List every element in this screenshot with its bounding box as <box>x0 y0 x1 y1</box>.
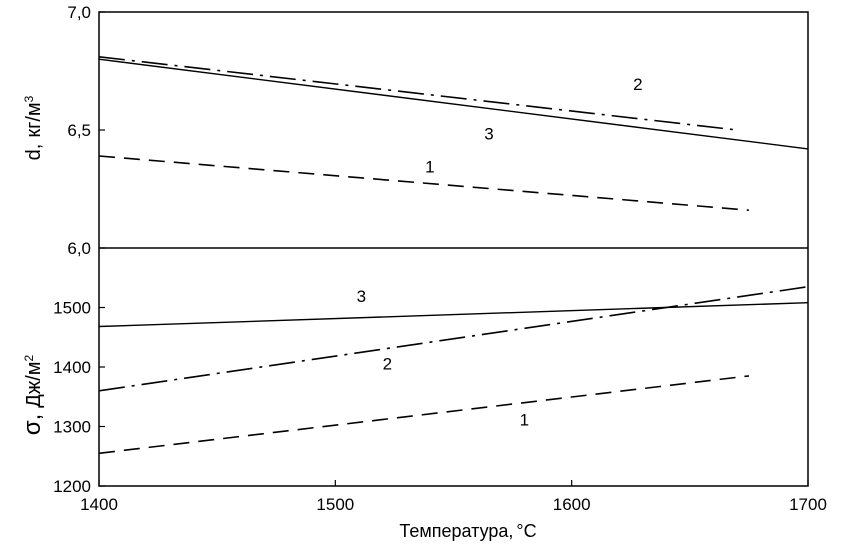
density-series-2-line <box>98 56 738 131</box>
bottom-y-axis-title: σ,Дж/м2 <box>19 354 46 435</box>
surface-tension-y-tick-label: 1500 <box>53 299 91 318</box>
surface-tension-curve-label-2: 2 <box>383 354 392 373</box>
surface-tension-y-tick-label: 1300 <box>53 418 91 437</box>
surface-tension-curve-label-3: 3 <box>357 287 366 306</box>
density-y-tick-label: 7,0 <box>67 3 91 22</box>
x-tick-label: 1400 <box>80 495 118 514</box>
x-axis-title: Температура, °С <box>399 521 536 541</box>
surface-tension-series-1-line <box>98 375 749 455</box>
top-panel-ticks: 6,0 6,5 7,0 <box>67 3 105 258</box>
density-curve-label-3: 3 <box>484 124 493 143</box>
surface-tension-curve-label-1: 1 <box>520 410 529 429</box>
x-tick-label: 1500 <box>316 495 354 514</box>
density-series-1-line <box>98 155 749 211</box>
density-y-tick-label: 6,5 <box>67 121 91 140</box>
surface-tension-series-3-line <box>98 302 809 328</box>
x-axis-ticks: 1400 1500 1600 1700 <box>80 480 827 514</box>
density-curve-label-2: 2 <box>633 75 642 94</box>
density-y-tick-label: 6,0 <box>67 239 91 258</box>
plot-frame <box>98 11 809 487</box>
bottom-panel-series <box>98 285 809 455</box>
bottom-panel-ticks: 1200 1300 1400 1500 <box>53 299 105 496</box>
curve-labels: 1 2 3 1 2 3 <box>357 75 643 429</box>
surface-tension-series-2-line <box>98 285 809 392</box>
density-curve-label-1: 1 <box>425 157 434 176</box>
top-panel-series <box>98 56 809 211</box>
x-tick-label: 1600 <box>553 495 591 514</box>
surface-tension-y-tick-label: 1400 <box>53 358 91 377</box>
x-tick-label: 1700 <box>789 495 827 514</box>
surface-tension-y-tick-label: 1200 <box>53 477 91 496</box>
density-series-3-line <box>98 58 809 150</box>
top-y-axis-title: d,кг/м3 <box>22 95 45 160</box>
